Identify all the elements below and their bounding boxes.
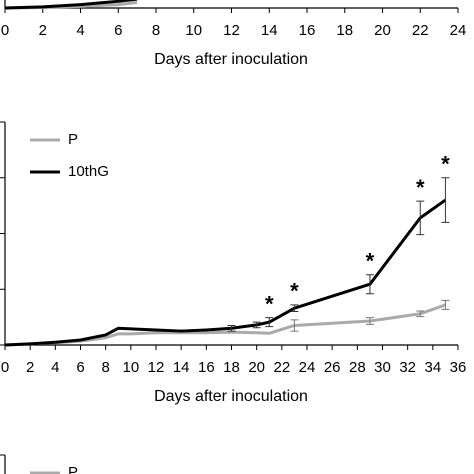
annotation: *: [265, 291, 274, 316]
error-bar: [441, 299, 450, 310]
legend-label: P: [68, 131, 78, 148]
error-bar: [365, 274, 374, 295]
error-bar: [290, 304, 299, 313]
x-tick-label: 12: [223, 22, 240, 39]
x-tick-label: 4: [51, 359, 59, 376]
x-tick-label: 22: [412, 22, 429, 39]
annotation: *: [441, 152, 450, 177]
x-tick-label: 26: [324, 359, 341, 376]
data-line: [4, 0, 138, 10]
annotation: *: [290, 279, 299, 304]
data-line: [4, 303, 446, 347]
error-bar: [441, 177, 450, 223]
x-tick-label: 0: [1, 359, 9, 376]
x-tick-label: 24: [450, 22, 467, 39]
x-tick-label: 22: [273, 359, 290, 376]
x-tick-label: 12: [148, 359, 165, 376]
x-tick-label: 6: [76, 359, 84, 376]
x-tick-label: 32: [399, 359, 416, 376]
x-tick-label: 18: [336, 22, 353, 39]
error-bar: [365, 317, 374, 325]
x-tick-label: 14: [173, 359, 190, 376]
legend-label: P: [68, 464, 78, 474]
x-tick-label: 16: [299, 22, 316, 39]
x-tick-label: 24: [299, 359, 316, 376]
x-tick-label: 18: [223, 359, 240, 376]
x-tick-label: 20: [374, 22, 391, 39]
x-tick-label: 6: [114, 22, 122, 39]
x-tick-label: 8: [101, 359, 109, 376]
error-bar: [252, 321, 261, 329]
legend-label: 10thG: [68, 163, 109, 180]
annotation: *: [416, 175, 425, 200]
x-tick-label: 14: [261, 22, 278, 39]
x-tick-label: 28: [349, 359, 366, 376]
x-tick-label: 16: [198, 359, 215, 376]
x-tick-label: 30: [374, 359, 391, 376]
x-tick-label: 8: [152, 22, 160, 39]
x-tick-label: 10: [185, 22, 202, 39]
x-tick-label: 2: [26, 359, 34, 376]
error-bar: [290, 319, 299, 332]
x-axis-label: Days after inoculation: [154, 51, 308, 68]
x-tick-label: 2: [39, 22, 47, 39]
x-tick-label: 36: [450, 359, 467, 376]
error-bar: [265, 317, 274, 328]
x-axis-label: Days after inoculation: [154, 388, 308, 405]
error-bar: [227, 324, 236, 332]
annotation: *: [366, 249, 375, 274]
x-tick-label: 34: [424, 359, 441, 376]
x-tick-label: 10: [122, 359, 139, 376]
x-tick-label: 0: [1, 22, 9, 39]
data-line: [4, 198, 447, 347]
error-bar: [416, 200, 425, 236]
x-tick-label: 4: [76, 22, 84, 39]
error-bar: [416, 310, 425, 318]
x-tick-label: 20: [248, 359, 265, 376]
